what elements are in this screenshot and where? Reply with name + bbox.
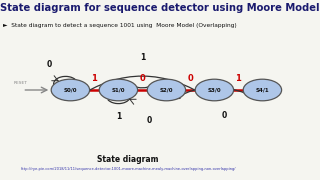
- Text: RESET: RESET: [14, 82, 28, 86]
- Circle shape: [51, 79, 90, 101]
- Text: ►  State diagram to detect a sequence 1001 using  Moore Model (Overlapping): ► State diagram to detect a sequence 100…: [3, 22, 237, 28]
- Text: S2/0: S2/0: [160, 87, 173, 93]
- Text: http://rye-pie.com/2018/11/11/sequence-detector-1001-moore-machine-mealy-machine: http://rye-pie.com/2018/11/11/sequence-d…: [21, 167, 236, 171]
- Text: 1: 1: [236, 74, 241, 83]
- Text: 0: 0: [221, 111, 227, 120]
- Text: S4/1: S4/1: [256, 87, 269, 93]
- Text: 0: 0: [146, 116, 151, 125]
- Text: S3/0: S3/0: [208, 87, 221, 93]
- Circle shape: [147, 79, 186, 101]
- Circle shape: [243, 79, 282, 101]
- Text: S0/0: S0/0: [64, 87, 77, 93]
- Text: 1: 1: [140, 53, 145, 62]
- Text: 1: 1: [92, 74, 97, 83]
- Text: State diagram for sequence detector using Moore Model: State diagram for sequence detector usin…: [0, 3, 320, 13]
- Circle shape: [99, 79, 138, 101]
- Text: 1: 1: [116, 112, 121, 121]
- Circle shape: [195, 79, 234, 101]
- Text: S1/0: S1/0: [112, 87, 125, 93]
- Text: 0: 0: [140, 74, 145, 83]
- Text: State diagram: State diagram: [97, 155, 159, 164]
- Text: 0: 0: [188, 74, 193, 83]
- Text: 0: 0: [47, 60, 52, 69]
